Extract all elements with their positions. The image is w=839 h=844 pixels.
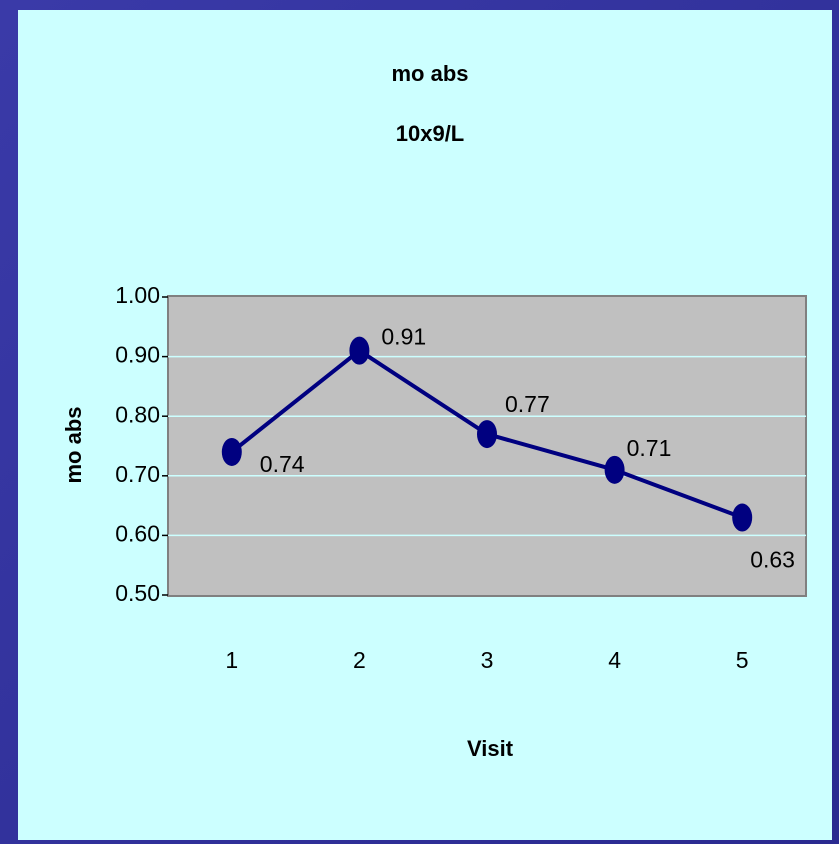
data-label: 0.91 [381, 324, 426, 350]
marker [349, 336, 370, 365]
data-label: 0.71 [627, 435, 672, 461]
y-tick-label: 1.00 [115, 282, 160, 308]
x-tick-label: 5 [736, 647, 749, 673]
chart-subtitle: 10x9/L [396, 121, 465, 146]
x-tick-label: 1 [225, 647, 238, 673]
y-tick-label: 0.90 [115, 342, 160, 368]
y-tick-label: 0.50 [115, 580, 160, 606]
x-tick-label: 2 [353, 647, 366, 673]
marker [477, 420, 497, 449]
x-tick-label: 4 [608, 647, 621, 673]
y-tick-label: 0.60 [115, 520, 160, 546]
y-tick-label: 0.80 [115, 401, 160, 427]
y-axis-label: mo abs [61, 406, 86, 483]
data-label: 0.74 [260, 451, 305, 477]
marker [732, 503, 753, 532]
y-tick-label: 0.70 [115, 461, 160, 487]
x-tick-label: 3 [481, 647, 494, 673]
data-label: 0.63 [750, 547, 795, 573]
marker [604, 455, 625, 484]
data-label: 0.77 [505, 391, 550, 417]
x-axis-label: Visit [467, 736, 514, 761]
marker [221, 437, 242, 466]
chart-title: mo abs [391, 61, 468, 86]
